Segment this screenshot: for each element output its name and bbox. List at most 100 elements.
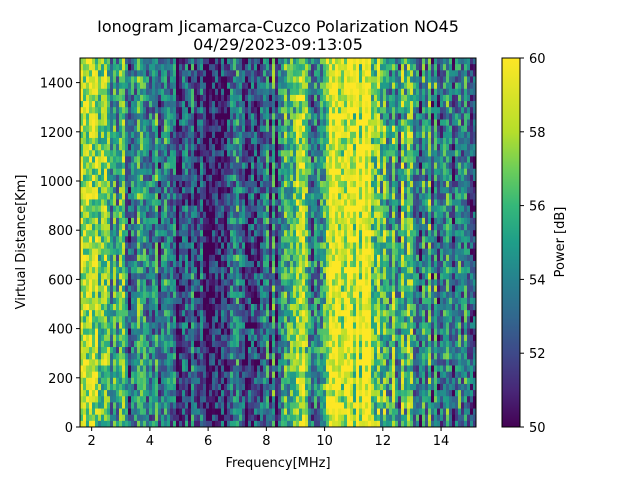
heatmap-cell xyxy=(203,181,207,188)
heatmap-cell xyxy=(170,150,174,157)
heatmap-cell xyxy=(173,390,177,397)
heatmap-cell xyxy=(134,285,138,293)
heatmap-cell xyxy=(149,137,153,145)
heatmap-cell xyxy=(134,217,138,225)
heatmap-cell xyxy=(110,291,114,299)
heatmap-cell xyxy=(323,322,327,329)
heatmap-cell xyxy=(125,260,129,268)
heatmap-cell xyxy=(149,119,153,127)
heatmap-cell xyxy=(86,64,90,71)
heatmap-cell xyxy=(275,217,279,225)
heatmap-cell xyxy=(161,76,165,83)
heatmap-cell xyxy=(242,125,246,133)
heatmap-cell xyxy=(131,137,135,145)
heatmap-cell xyxy=(143,304,147,311)
heatmap-cell xyxy=(314,181,318,188)
heatmap-cell xyxy=(113,248,117,256)
heatmap-cell xyxy=(266,137,270,145)
heatmap-cell xyxy=(200,242,204,250)
heatmap-cell xyxy=(212,420,216,428)
heatmap-cell xyxy=(305,359,309,366)
heatmap-cell xyxy=(284,279,288,286)
heatmap-cell xyxy=(284,88,288,96)
heatmap-cell xyxy=(128,174,132,182)
heatmap-cell xyxy=(134,359,138,366)
heatmap-cell xyxy=(170,88,174,96)
heatmap-cell xyxy=(278,144,282,151)
heatmap-cell xyxy=(176,365,180,373)
heatmap-cell xyxy=(266,377,270,385)
heatmap-cell xyxy=(89,187,93,194)
heatmap-cell xyxy=(146,383,150,391)
heatmap-cell xyxy=(176,279,180,286)
heatmap-cell xyxy=(260,224,264,231)
heatmap-cell xyxy=(290,125,294,133)
heatmap-cell xyxy=(254,137,258,145)
heatmap-cell xyxy=(242,205,246,213)
heatmap-cell xyxy=(185,279,189,286)
heatmap-cell xyxy=(290,267,294,274)
heatmap-cell xyxy=(128,377,132,385)
heatmap-cell xyxy=(116,82,120,90)
heatmap-cell xyxy=(284,64,288,71)
heatmap-cell xyxy=(317,70,321,77)
heatmap-cell xyxy=(260,340,264,348)
heatmap-cell xyxy=(104,414,108,422)
heatmap-cell xyxy=(107,199,111,206)
heatmap-cell xyxy=(155,187,159,194)
heatmap-cell xyxy=(251,310,255,317)
heatmap-cell xyxy=(113,193,117,200)
heatmap-cell xyxy=(119,377,123,385)
heatmap-cell xyxy=(194,64,198,71)
heatmap-cell xyxy=(155,144,159,151)
heatmap-cell xyxy=(89,316,93,323)
heatmap-cell xyxy=(158,224,162,231)
heatmap-cell xyxy=(272,211,276,219)
heatmap-cell xyxy=(281,168,285,176)
heatmap-cell xyxy=(263,64,267,71)
heatmap-cell xyxy=(176,70,180,77)
heatmap-cell xyxy=(245,230,249,237)
heatmap-cell xyxy=(83,254,87,262)
heatmap-cell xyxy=(179,150,183,157)
heatmap-cell xyxy=(233,402,237,409)
heatmap-cell xyxy=(224,70,228,77)
heatmap-cell xyxy=(212,125,216,133)
heatmap-cell xyxy=(110,144,114,151)
heatmap-cell xyxy=(110,211,114,219)
heatmap-cell xyxy=(209,162,213,170)
heatmap-cell xyxy=(215,353,219,360)
heatmap-cell xyxy=(275,58,279,65)
heatmap-cell xyxy=(266,187,270,194)
heatmap-cell xyxy=(131,390,135,397)
heatmap-cell xyxy=(161,137,165,145)
heatmap-cell xyxy=(287,137,291,145)
heatmap-cell xyxy=(152,316,156,323)
heatmap-cell xyxy=(311,205,315,213)
heatmap-cell xyxy=(236,402,240,409)
heatmap-cell xyxy=(128,119,132,127)
heatmap-cell xyxy=(113,150,117,157)
heatmap-cell xyxy=(227,94,231,102)
heatmap-cell xyxy=(239,297,243,305)
heatmap-cell xyxy=(200,267,204,274)
heatmap-cell xyxy=(257,217,261,225)
heatmap-cell xyxy=(221,359,225,366)
heatmap-cell xyxy=(92,94,96,102)
heatmap-cell xyxy=(185,396,189,403)
heatmap-cell xyxy=(116,181,120,188)
heatmap-cell xyxy=(308,58,312,65)
heatmap-cell xyxy=(224,82,228,90)
heatmap-cell xyxy=(137,137,141,145)
heatmap-cell xyxy=(281,377,285,385)
heatmap-cell xyxy=(245,187,249,194)
heatmap-cell xyxy=(164,267,168,274)
heatmap-cell xyxy=(293,217,297,225)
heatmap-cell xyxy=(263,254,267,262)
heatmap-cell xyxy=(161,224,165,231)
heatmap-cell xyxy=(95,211,99,219)
heatmap-cell xyxy=(137,285,141,293)
heatmap-cell xyxy=(158,174,162,182)
heatmap-cell xyxy=(218,285,222,293)
heatmap-cell xyxy=(194,347,198,354)
